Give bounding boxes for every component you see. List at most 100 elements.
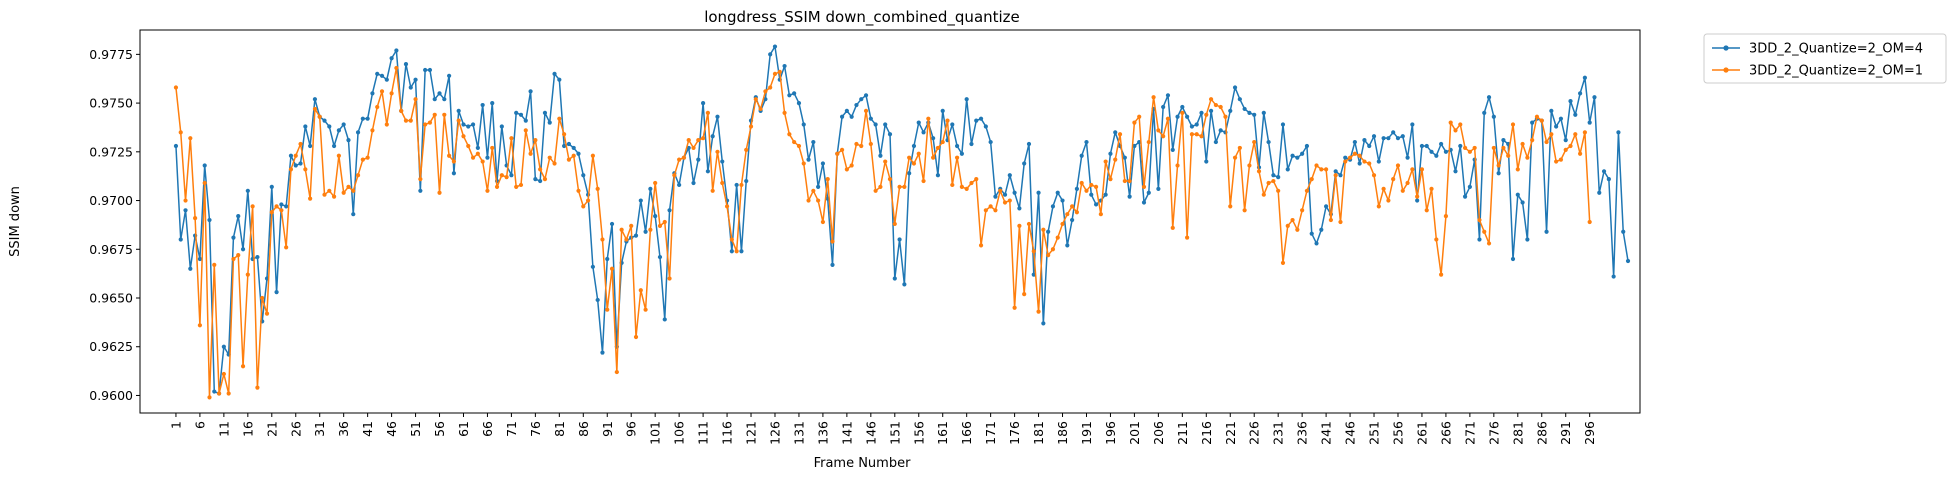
data-point xyxy=(1046,229,1051,234)
data-point xyxy=(562,132,567,137)
data-point xyxy=(1400,188,1405,193)
x-tick-label: 161 xyxy=(935,421,950,445)
data-point xyxy=(1544,139,1549,145)
data-point xyxy=(1098,212,1103,217)
data-point xyxy=(1424,208,1429,213)
data-point xyxy=(1415,194,1420,199)
data-point xyxy=(609,266,615,271)
data-point xyxy=(1443,149,1449,154)
data-point xyxy=(653,180,658,186)
data-point xyxy=(1070,204,1075,209)
data-point xyxy=(595,186,600,191)
data-point xyxy=(600,350,605,355)
x-tick-label: 151 xyxy=(887,421,902,445)
data-point xyxy=(849,163,854,168)
x-tick-label: 6 xyxy=(192,421,207,429)
data-point xyxy=(969,180,974,186)
data-point xyxy=(1089,192,1094,197)
legend: 3DD_2_Quantize=2_OM=4 3DD_2_Quantize=2_O… xyxy=(1703,33,1947,84)
data-point xyxy=(1395,136,1401,141)
data-point xyxy=(1132,120,1137,125)
data-point xyxy=(1022,292,1027,297)
data-point xyxy=(1141,184,1147,189)
x-tick-label: 66 xyxy=(480,421,495,437)
data-point xyxy=(1597,190,1602,195)
data-point xyxy=(911,143,917,149)
data-point xyxy=(859,97,864,102)
x-tick-label: 166 xyxy=(959,421,974,445)
data-point xyxy=(1477,217,1482,223)
data-point xyxy=(873,188,878,193)
data-point xyxy=(1185,114,1190,119)
data-point xyxy=(1041,321,1046,326)
x-tick-label: 81 xyxy=(552,421,567,437)
data-point xyxy=(768,85,773,90)
x-tick-label: 201 xyxy=(1127,421,1142,445)
data-point xyxy=(935,145,941,151)
x-tick-label: 61 xyxy=(456,421,471,437)
data-point xyxy=(394,65,399,71)
data-point xyxy=(1314,163,1319,168)
data-point xyxy=(1400,134,1405,139)
data-point xyxy=(1161,104,1166,110)
data-point xyxy=(1180,110,1185,115)
data-point xyxy=(355,130,361,135)
data-point xyxy=(1237,145,1242,151)
data-point xyxy=(1041,227,1046,232)
data-point xyxy=(423,67,428,73)
x-tick-label: 206 xyxy=(1151,421,1166,445)
data-point xyxy=(1304,143,1310,149)
data-point xyxy=(1146,139,1151,145)
data-point xyxy=(1467,149,1472,154)
x-tick-label: 286 xyxy=(1534,421,1549,445)
data-point xyxy=(1429,186,1434,191)
data-point xyxy=(389,56,394,61)
data-point xyxy=(475,151,480,156)
data-point xyxy=(1491,145,1496,151)
data-point xyxy=(413,77,418,82)
data-point xyxy=(863,93,869,98)
data-point xyxy=(1285,167,1290,172)
data-point xyxy=(523,118,528,123)
data-point xyxy=(173,143,179,149)
data-point xyxy=(1482,229,1487,234)
y-tick-label: 0.9775 xyxy=(89,47,133,62)
legend-item-om1: 3DD_2_Quantize=2_OM=1 xyxy=(1712,64,1923,79)
data-point xyxy=(662,219,667,225)
data-point xyxy=(1554,159,1559,164)
data-point xyxy=(1319,227,1324,232)
data-point xyxy=(303,167,308,172)
data-point xyxy=(993,208,998,213)
data-point xyxy=(1261,110,1266,115)
data-point xyxy=(854,102,859,108)
data-point xyxy=(1108,177,1113,182)
data-point xyxy=(370,91,375,96)
data-point xyxy=(1357,161,1362,166)
data-point xyxy=(245,272,250,277)
data-point xyxy=(844,108,849,113)
data-point xyxy=(1031,249,1036,254)
data-point xyxy=(993,194,998,199)
data-point xyxy=(945,118,950,123)
data-point xyxy=(389,91,394,96)
data-point xyxy=(1228,204,1233,209)
x-tick-label: 231 xyxy=(1271,421,1286,445)
data-point xyxy=(1122,178,1127,184)
data-point xyxy=(1486,95,1492,100)
data-point xyxy=(801,161,806,166)
data-point xyxy=(653,214,658,219)
data-point xyxy=(418,177,423,182)
axes-frame xyxy=(139,29,1641,414)
data-point xyxy=(768,52,773,57)
y-axis: 0.9600 0.9625 0.9650 0.9675 0.9700 0.9725 0.97… xyxy=(89,47,140,403)
data-point xyxy=(413,97,418,102)
data-point xyxy=(552,161,557,166)
data-point xyxy=(1520,200,1525,205)
data-point xyxy=(327,124,332,129)
data-point xyxy=(221,344,226,349)
data-point xyxy=(461,134,466,139)
data-point xyxy=(1290,153,1295,158)
data-point xyxy=(518,182,524,188)
x-tick-label: 96 xyxy=(624,421,639,437)
data-point xyxy=(1089,182,1094,188)
